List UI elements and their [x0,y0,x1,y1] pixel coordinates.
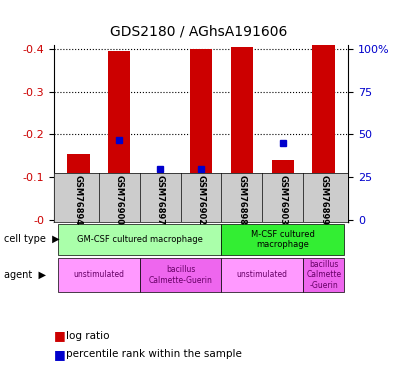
Bar [303,258,344,292]
Bar [58,224,221,255]
Bar [312,45,335,220]
Text: percentile rank within the sample: percentile rank within the sample [66,350,242,359]
Bar [149,186,171,220]
Text: cell type  ▶: cell type ▶ [4,234,60,244]
Text: GSM76902: GSM76902 [197,176,205,226]
Text: agent  ▶: agent ▶ [4,270,46,280]
Bar [271,160,294,220]
Text: GSM76900: GSM76900 [115,176,124,225]
Text: M-CSF cultured
macrophage: M-CSF cultured macrophage [251,230,315,249]
Text: GSM76899: GSM76899 [319,176,328,225]
Text: bacillus
Calmette-Guerin: bacillus Calmette-Guerin [148,265,213,285]
Text: GSM76894: GSM76894 [74,176,83,226]
Text: bacillus
Calmette
-Guerin: bacillus Calmette -Guerin [306,260,341,290]
Text: GSM76903: GSM76903 [278,176,287,225]
Bar [190,49,212,220]
Text: ■: ■ [54,329,66,342]
Text: log ratio: log ratio [66,331,109,340]
Text: GDS2180 / AGhsA191606: GDS2180 / AGhsA191606 [110,24,288,38]
Bar [108,51,131,220]
Text: GM-CSF cultured macrophage: GM-CSF cultured macrophage [77,235,203,244]
Text: ■: ■ [54,348,66,361]
Text: GSM76897: GSM76897 [156,176,165,225]
Text: GSM76898: GSM76898 [237,176,246,225]
Bar [231,47,253,220]
Bar [58,258,140,292]
Bar [221,224,344,255]
Bar [221,258,303,292]
Bar [140,258,221,292]
Text: unstimulated: unstimulated [73,270,124,279]
Text: unstimulated: unstimulated [237,270,288,279]
Bar [67,154,90,220]
